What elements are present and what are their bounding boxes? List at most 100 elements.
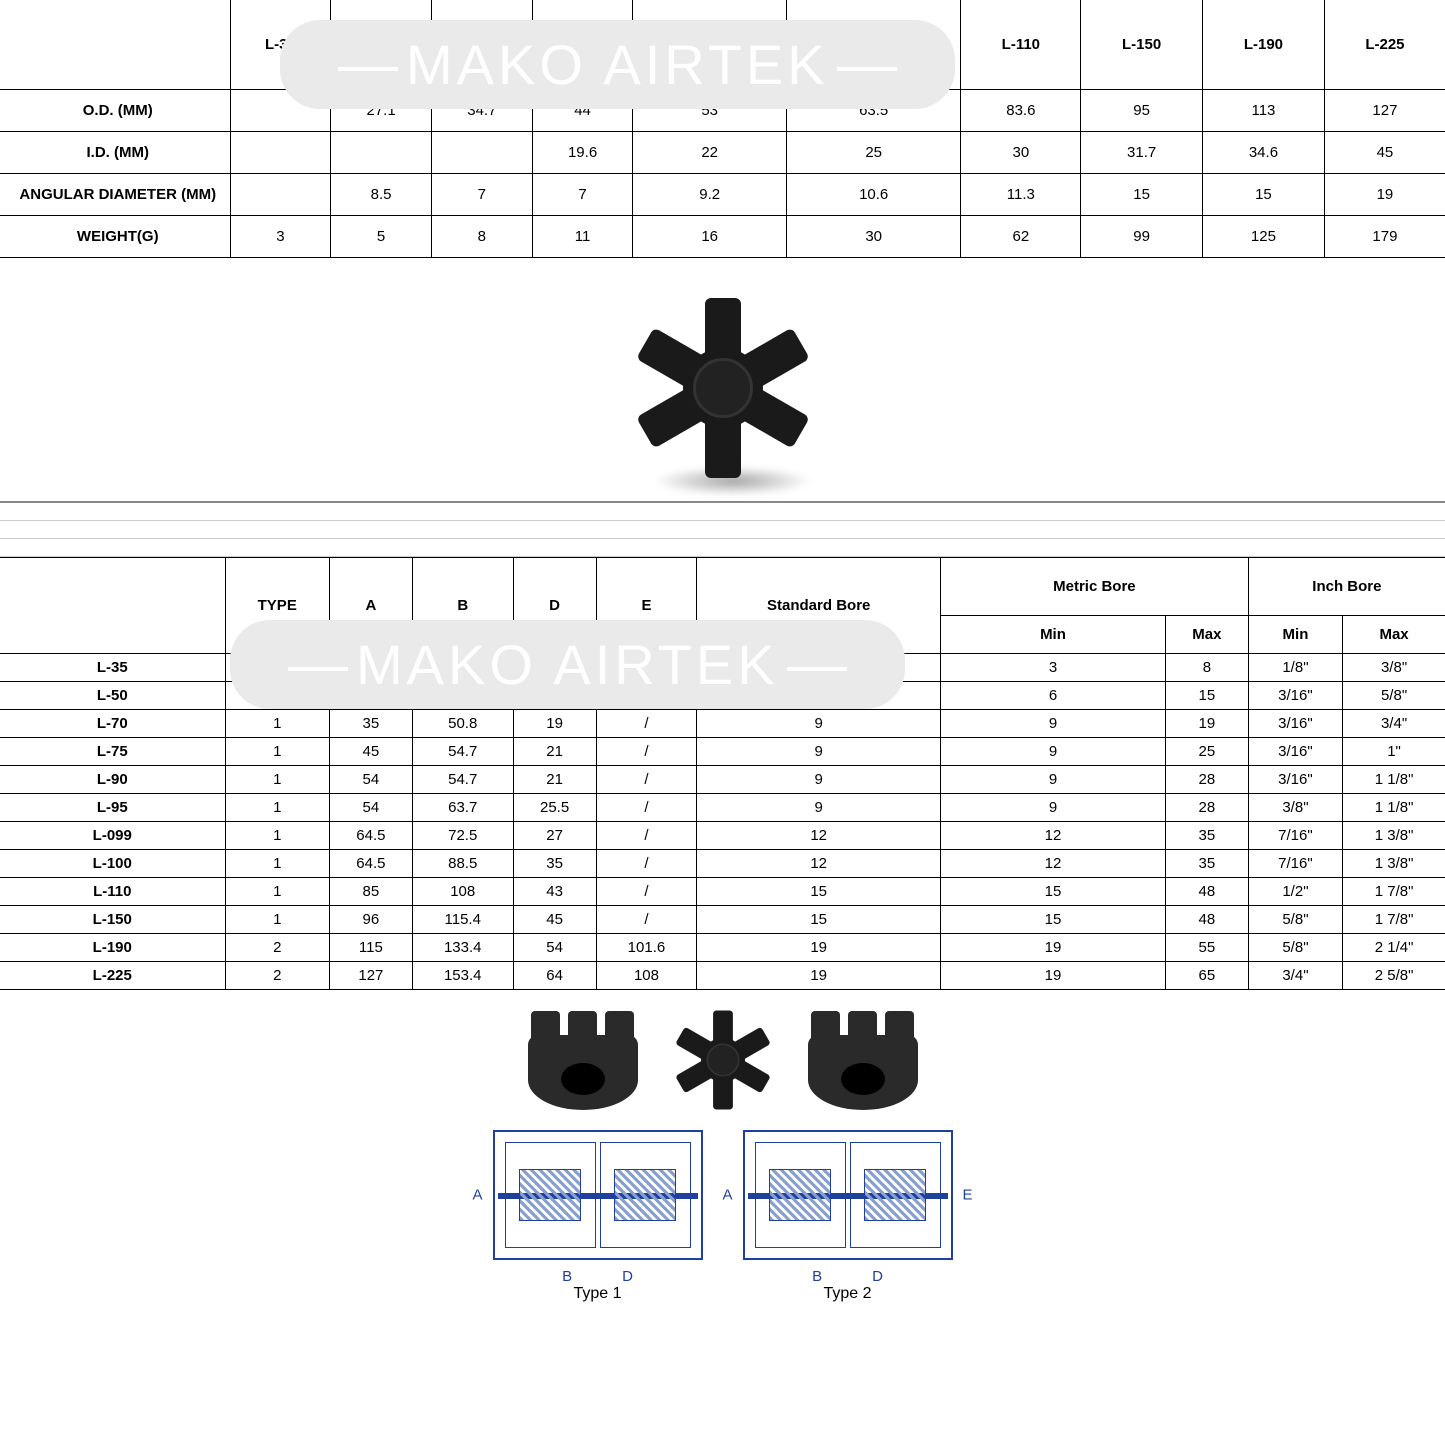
t2-cell: 1 [225, 878, 329, 906]
t2-cell: 5/8" [1248, 934, 1342, 962]
t1-cell: 7 [431, 174, 532, 216]
t2-cell: 3 [940, 654, 1165, 682]
t2-cell: 64.5 [329, 850, 412, 878]
t2-cell: 115.4 [412, 906, 513, 934]
diagram-label-b: B [562, 1268, 572, 1285]
watermark-middle: MAKO AIRTEK [230, 620, 905, 709]
t2-col-blank [0, 558, 225, 654]
t2-cell: 63.7 [412, 794, 513, 822]
t1-cell: 3 [230, 216, 331, 258]
t2-cell: 1 7/8" [1343, 878, 1445, 906]
table-row: L-099164.572.527/1212357/16"1 3/8" [0, 822, 1445, 850]
t2-cell: 9 [940, 710, 1165, 738]
t2-cell: 48 [1165, 878, 1248, 906]
t1-cell: 30 [786, 216, 961, 258]
t2-cell: 45 [329, 738, 412, 766]
t1-cell [431, 132, 532, 174]
t2-cell: L-225 [0, 962, 225, 990]
t1-cell: 9.2 [633, 174, 786, 216]
t1-cell: 25 [786, 132, 961, 174]
t2-cell: 88.5 [412, 850, 513, 878]
t2-cell: L-110 [0, 878, 225, 906]
t2-cell: 1" [1343, 738, 1445, 766]
t2-cell: 48 [1165, 906, 1248, 934]
t2-cell: 3/4" [1343, 710, 1445, 738]
t2-cell: 1 [225, 766, 329, 794]
t1-cell: 7 [532, 174, 633, 216]
t2-cell: 9 [697, 710, 941, 738]
watermark-text: MAKO AIRTEK [356, 633, 779, 696]
table-row: ANGULAR DIAMETER (MM)8.5779.210.611.3151… [0, 174, 1445, 216]
t2-cell: 85 [329, 878, 412, 906]
t1-col-header: L-190 [1203, 0, 1325, 90]
t2-cell: / [596, 878, 697, 906]
t2-cell: L-70 [0, 710, 225, 738]
diagram-label-a: A [473, 1187, 483, 1204]
t2-cell: 8 [1165, 654, 1248, 682]
t1-col-header: L-110 [961, 0, 1081, 90]
coupling-hub-right [803, 1005, 923, 1115]
t2-cell: 2 [225, 934, 329, 962]
t1-cell: 31.7 [1081, 132, 1203, 174]
t2-cell: L-90 [0, 766, 225, 794]
t2-cell: 1 [225, 906, 329, 934]
t2-cell: 7/16" [1248, 850, 1342, 878]
t2-cell: / [596, 710, 697, 738]
t2-cell: 15 [940, 878, 1165, 906]
watermark-top: MAKO AIRTEK [280, 20, 955, 109]
t2-col-inch: Inch Bore [1248, 558, 1445, 616]
t2-cell: 1/8" [1248, 654, 1342, 682]
watermark-text: MAKO AIRTEK [406, 33, 829, 96]
t1-cell: 8.5 [331, 174, 432, 216]
t2-col-inch-max: Max [1343, 616, 1445, 654]
coupling-assembly-image: A B D Type 1 A E [0, 990, 1445, 1343]
t2-cell: 6 [940, 682, 1165, 710]
t2-cell: 19 [697, 962, 941, 990]
t2-cell: 5/8" [1248, 906, 1342, 934]
diagram-type2-label: Type 2 [743, 1285, 953, 1303]
t2-cell: 108 [596, 962, 697, 990]
diagram-label-e: E [962, 1187, 972, 1204]
t2-cell: 1 [225, 822, 329, 850]
t1-cell: 15 [1203, 174, 1325, 216]
t1-cell: 125 [1203, 216, 1325, 258]
t2-cell: 3/16" [1248, 766, 1342, 794]
t2-cell: 9 [697, 794, 941, 822]
t2-cell: 12 [697, 850, 941, 878]
t2-cell: 1 3/8" [1343, 822, 1445, 850]
t2-cell: 15 [1165, 682, 1248, 710]
t2-cell: 19 [940, 962, 1165, 990]
table-row: WEIGHT(G)3581116306299125179 [0, 216, 1445, 258]
t2-cell: 2 1/4" [1343, 934, 1445, 962]
t2-cell: 1 3/8" [1343, 850, 1445, 878]
t2-cell: 28 [1165, 766, 1248, 794]
diagram-label-a: A [723, 1187, 733, 1204]
t2-cell: 108 [412, 878, 513, 906]
t1-cell: 34.6 [1203, 132, 1325, 174]
t1-cell: 15 [1081, 174, 1203, 216]
t2-cell: L-150 [0, 906, 225, 934]
t2-cell: 1 [225, 710, 329, 738]
t2-cell: 3/16" [1248, 710, 1342, 738]
t2-cell: 21 [513, 766, 596, 794]
t2-cell: L-35 [0, 654, 225, 682]
t2-cell: 27 [513, 822, 596, 850]
t2-cell: 43 [513, 878, 596, 906]
coupling-hub-left [523, 1005, 643, 1115]
t2-cell: L-95 [0, 794, 225, 822]
t2-cell: 3/8" [1343, 654, 1445, 682]
table-row: L-100164.588.535/1212357/16"1 3/8" [0, 850, 1445, 878]
t2-cell: 15 [940, 906, 1165, 934]
t2-cell: 64 [513, 962, 596, 990]
t2-cell: 72.5 [412, 822, 513, 850]
t2-cell: 3/16" [1248, 738, 1342, 766]
t1-cell: 16 [633, 216, 786, 258]
t2-cell: 3/16" [1248, 682, 1342, 710]
diagram-label-d: D [872, 1268, 883, 1285]
t2-cell: 1 1/8" [1343, 794, 1445, 822]
t2-cell: 1/2" [1248, 878, 1342, 906]
t1-cell [331, 132, 432, 174]
t2-cell: 9 [697, 766, 941, 794]
t1-cell: 99 [1081, 216, 1203, 258]
diagram-type1-label: Type 1 [493, 1285, 703, 1303]
